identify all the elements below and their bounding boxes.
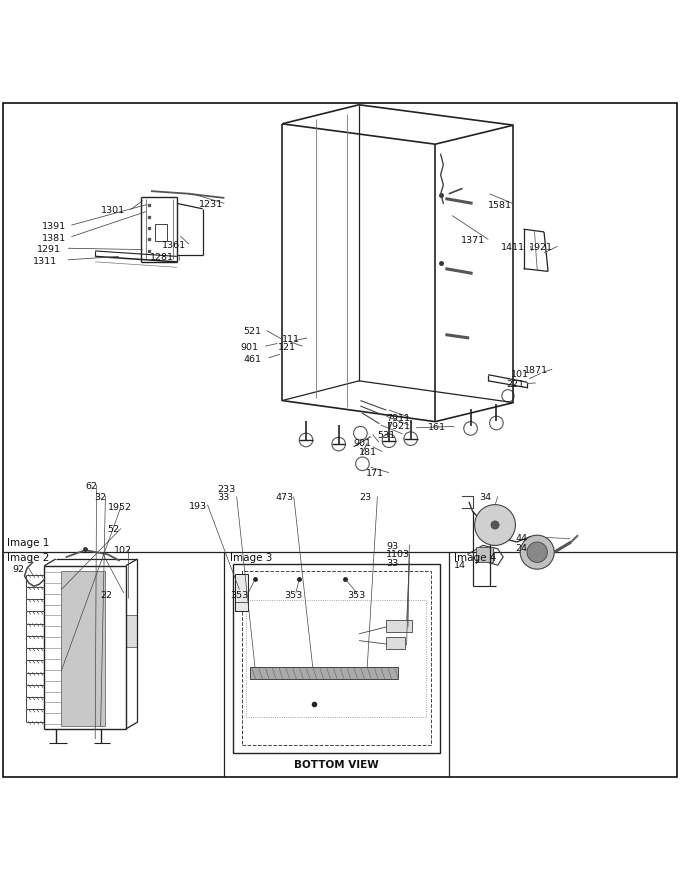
Bar xyxy=(235,574,248,612)
Text: 24: 24 xyxy=(515,545,528,554)
Text: 33: 33 xyxy=(218,494,230,502)
Bar xyxy=(386,637,405,649)
Text: 161: 161 xyxy=(428,423,446,432)
Text: 901: 901 xyxy=(241,343,258,352)
Text: 1871: 1871 xyxy=(524,366,547,375)
Text: 193: 193 xyxy=(189,502,207,511)
Text: 1301: 1301 xyxy=(101,206,124,215)
Text: 1391: 1391 xyxy=(42,222,66,231)
Circle shape xyxy=(475,504,515,546)
Text: 23: 23 xyxy=(359,494,371,502)
Text: Image 1: Image 1 xyxy=(7,539,49,548)
Text: 1231: 1231 xyxy=(199,200,223,209)
Text: 233: 233 xyxy=(218,485,236,495)
Text: 14: 14 xyxy=(454,561,466,570)
Text: 44: 44 xyxy=(515,534,528,543)
Text: 1103: 1103 xyxy=(386,550,410,560)
Text: 461: 461 xyxy=(243,355,261,363)
Text: 1281: 1281 xyxy=(150,253,173,261)
Circle shape xyxy=(520,535,554,569)
Bar xyxy=(242,571,431,744)
Bar xyxy=(386,620,412,632)
Text: Image 4: Image 4 xyxy=(454,553,496,562)
Text: 7921: 7921 xyxy=(386,422,410,431)
Text: 521: 521 xyxy=(243,327,261,336)
Circle shape xyxy=(527,542,547,562)
Text: 22: 22 xyxy=(101,590,113,599)
Text: 353: 353 xyxy=(231,590,249,599)
Text: 1411: 1411 xyxy=(500,243,524,252)
Bar xyxy=(155,224,167,241)
Text: 1291: 1291 xyxy=(37,246,61,254)
Text: 473: 473 xyxy=(275,494,294,502)
Bar xyxy=(126,615,137,648)
Text: 1921: 1921 xyxy=(529,243,553,252)
Text: 32: 32 xyxy=(94,493,106,502)
Text: BOTTOM VIEW: BOTTOM VIEW xyxy=(294,760,379,770)
Text: 101: 101 xyxy=(511,370,529,379)
Bar xyxy=(476,547,493,562)
Bar xyxy=(250,667,398,679)
Text: 111: 111 xyxy=(282,335,300,344)
Circle shape xyxy=(491,521,499,529)
Text: 33: 33 xyxy=(386,560,398,568)
Text: 52: 52 xyxy=(107,525,120,534)
Text: 93: 93 xyxy=(386,541,398,551)
Bar xyxy=(246,600,426,717)
Text: 102: 102 xyxy=(114,546,132,555)
Text: 7911: 7911 xyxy=(386,414,410,422)
Text: 901: 901 xyxy=(354,439,371,448)
Text: 1381: 1381 xyxy=(42,233,66,243)
Text: 531: 531 xyxy=(377,430,396,440)
Text: 221: 221 xyxy=(506,380,524,389)
Text: 121: 121 xyxy=(277,343,295,352)
Bar xyxy=(61,570,105,726)
Text: 34: 34 xyxy=(479,494,492,502)
Text: Image 3: Image 3 xyxy=(230,553,272,562)
Text: 353: 353 xyxy=(347,590,365,599)
Bar xyxy=(233,564,440,752)
Text: 181: 181 xyxy=(359,449,377,458)
Text: 1952: 1952 xyxy=(107,503,131,512)
Text: 62: 62 xyxy=(85,481,97,491)
Text: 1581: 1581 xyxy=(488,201,512,210)
Text: 171: 171 xyxy=(366,470,384,479)
Text: 1371: 1371 xyxy=(461,236,485,246)
Text: 1311: 1311 xyxy=(33,257,56,266)
Text: 353: 353 xyxy=(284,590,303,599)
Text: 92: 92 xyxy=(12,565,24,574)
Text: 1361: 1361 xyxy=(162,241,186,250)
Text: Image 2: Image 2 xyxy=(7,553,49,562)
